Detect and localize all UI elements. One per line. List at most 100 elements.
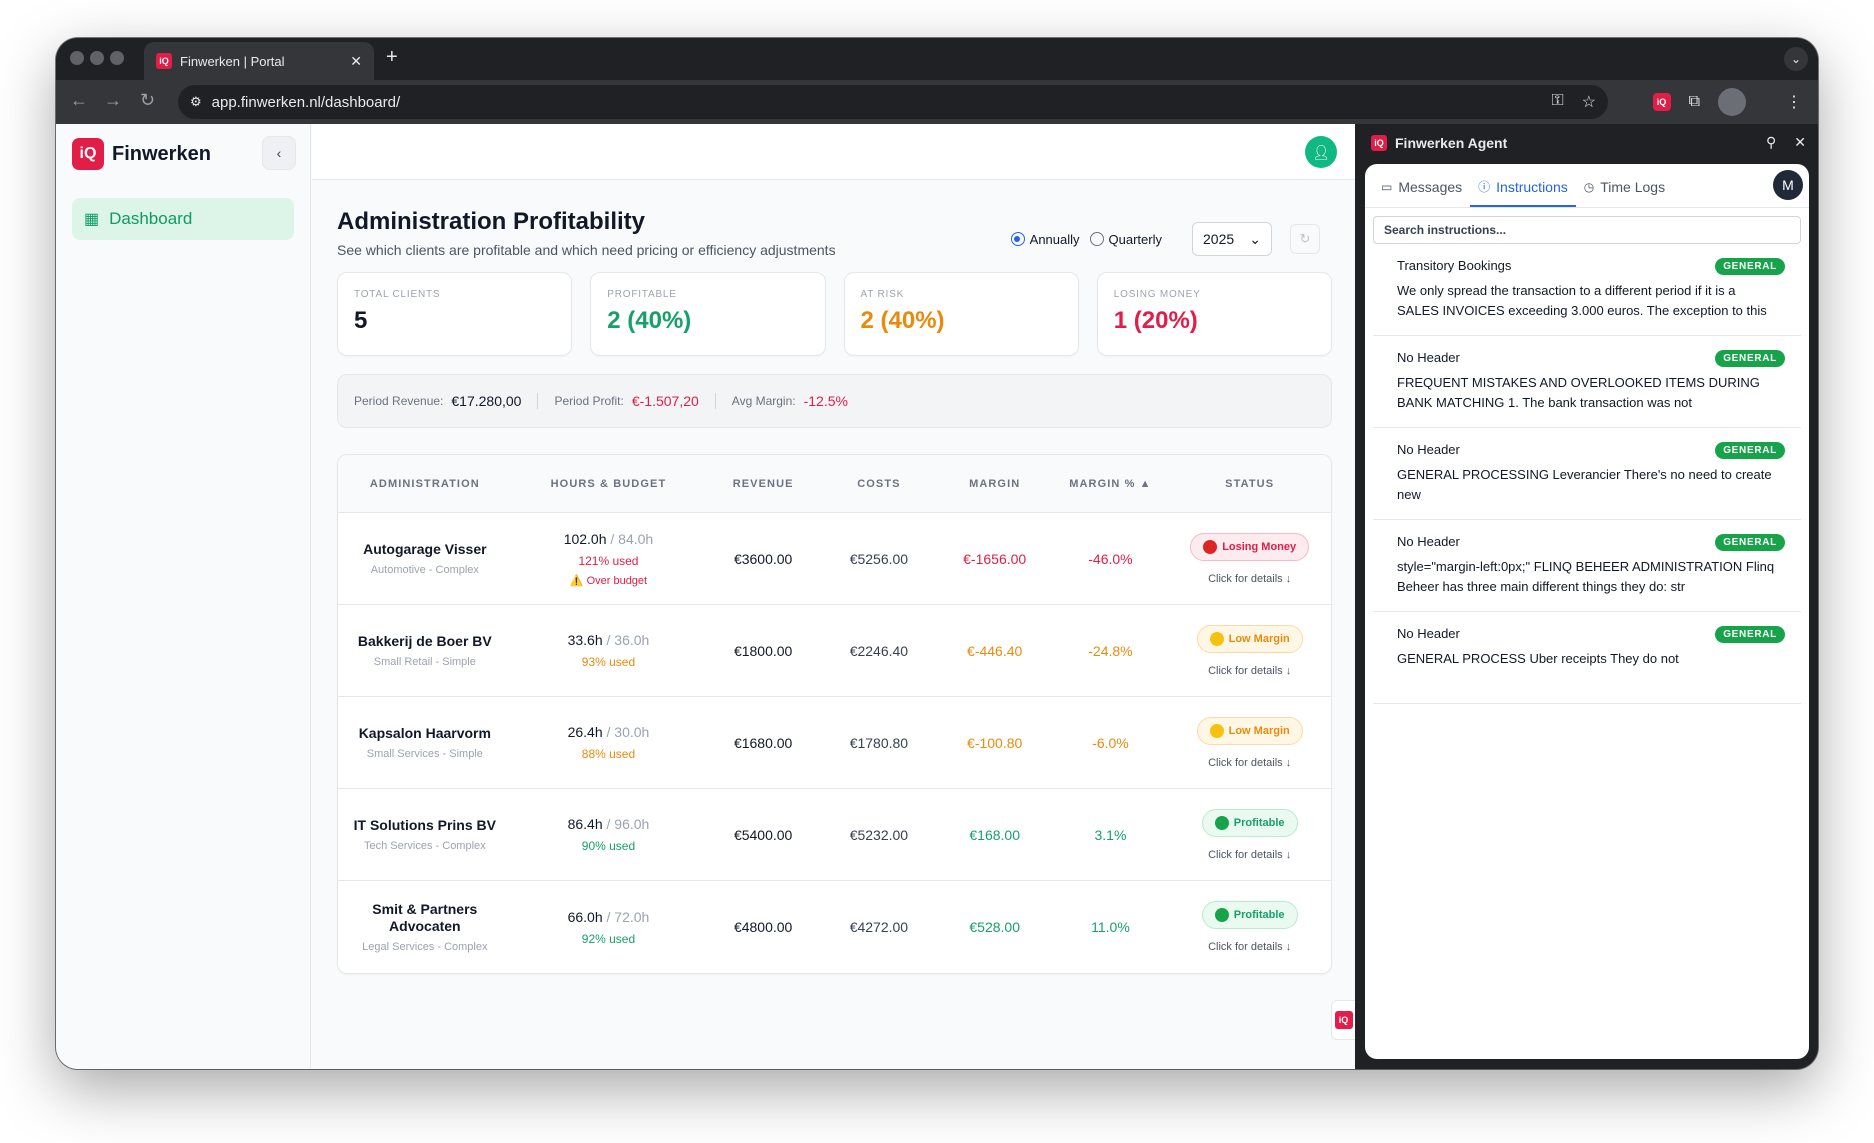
extensions-puzzle-icon[interactable]: ⧉ — [1688, 93, 1700, 110]
revenue-cell: €1800.00 — [733, 642, 793, 659]
user-avatar[interactable]: M — [1773, 170, 1803, 200]
tab-messages[interactable]: ▭ Messages — [1373, 179, 1470, 207]
status-badge[interactable]: Low Margin — [1196, 716, 1303, 745]
period-summary: Period Revenue: €17.280,00 Period Profit… — [337, 374, 1332, 428]
instruction-item[interactable]: No Header GENERAL GENERAL PROCESS Uber rec… — [1373, 612, 1801, 704]
key-icon[interactable]: ⚿ — [1551, 92, 1564, 109]
hours-value: 66.0h / 72.0h — [512, 909, 706, 925]
status-badge[interactable]: Profitable — [1201, 808, 1298, 837]
profile-avatar[interactable] — [1718, 88, 1746, 116]
refresh-button[interactable]: ↻ — [1290, 224, 1320, 254]
back-icon[interactable]: ← — [70, 90, 88, 110]
period-revenue: Period Revenue: €17.280,00 — [354, 393, 539, 409]
costs-cell: €2246.40 — [849, 642, 909, 659]
hours-spent: 33.6h — [567, 632, 603, 648]
administration-cell: IT Solutions Prins BV Tech Services - Com… — [338, 817, 512, 852]
unpin-icon[interactable]: ⚲ — [1766, 134, 1777, 150]
client-category: Small Retail - Simple — [373, 656, 476, 668]
budget-used: 88% used — [581, 747, 636, 761]
year-select[interactable]: 2025 ⌄ — [1192, 222, 1272, 256]
revenue-cell: €5400.00 — [733, 826, 793, 843]
close-tab-icon[interactable]: ✕ — [350, 52, 362, 69]
kpi-label: TOTAL CLIENTS — [354, 289, 441, 300]
minimize-window-button[interactable] — [90, 51, 104, 65]
top-bar: 👤︎ — [312, 124, 1355, 180]
status-badge[interactable]: Profitable — [1201, 901, 1298, 929]
table-row[interactable]: Bakkerij de Boer BV Small Retail - Simple… — [338, 605, 1331, 697]
search-input[interactable] — [1384, 223, 1790, 237]
agent-tabs: ▭ Messages ⓘ Instructions ◷ Time Logs M — [1365, 164, 1809, 208]
kpi-row: TOTAL CLIENTS 5 PROFITABLE 2 (40%) AT RISK 2 … — [337, 272, 1332, 356]
close-window-button[interactable] — [70, 51, 84, 65]
address-bar[interactable]: ⚙ app.finwerken.nl/dashboard/ ⚿ ☆ — [178, 85, 1608, 119]
radio-quarterly[interactable]: Quarterly — [1089, 232, 1162, 247]
finwerken-extension-icon[interactable]: iQ — [1652, 93, 1671, 111]
new-tab-icon[interactable]: + — [386, 46, 398, 68]
table-row[interactable]: Smit & Partners Advocaten Legal Services … — [338, 881, 1331, 973]
column-header[interactable]: MARGIN % ▲ — [1069, 477, 1152, 490]
administration-cell: Kapsalon Haarvorm Small Services - Simple — [338, 725, 512, 760]
search-instructions[interactable] — [1373, 216, 1801, 244]
sidebar-item-label: Dashboard — [109, 209, 193, 228]
profitability-table: ADMINISTRATION HOURS & BUDGET REVENUE COSTS… — [337, 454, 1332, 974]
tab-label: Messages — [1398, 179, 1463, 195]
details-link[interactable]: Click for details ↓ — [1208, 848, 1292, 861]
instruction-title: No Header — [1397, 626, 1460, 641]
browser-tab[interactable]: iQ Finwerken | Portal ✕ — [144, 42, 374, 80]
kpi-value: 2 (40%) — [607, 307, 692, 334]
tab-time-logs[interactable]: ◷ Time Logs — [1576, 179, 1673, 207]
instruction-item[interactable]: No Header GENERAL GENERAL PROCESSING Lever… — [1373, 428, 1801, 520]
chevron-left-icon: ‹ — [276, 145, 282, 161]
administration-cell: Autogarage Visser Automotive - Complex — [338, 541, 512, 576]
user-menu-button[interactable]: 👤︎ — [1305, 136, 1337, 168]
collapse-sidebar-button[interactable]: ‹ — [262, 136, 296, 170]
details-link[interactable]: Click for details ↓ — [1208, 664, 1292, 677]
status-dot-icon — [1214, 815, 1229, 830]
instruction-item[interactable]: Transitory Bookings GENERAL We only spread… — [1373, 244, 1801, 336]
instruction-text: GENERAL PROCESS Uber receipts They do no… — [1397, 651, 1679, 666]
reload-icon[interactable]: ↻ — [140, 90, 156, 110]
hours-cell: 26.4h / 30.0h 88% used — [512, 724, 706, 761]
margin-cell: €-100.80 — [967, 734, 1023, 751]
tab-search-icon[interactable]: ⌄ — [1784, 47, 1808, 71]
instruction-item[interactable]: No Header GENERAL FREQUENT MISTAKES AND OV… — [1373, 336, 1801, 428]
instruction-title: No Header — [1397, 442, 1460, 457]
status-cell: Losing Money Click for details ↓ — [1168, 532, 1331, 585]
maximize-window-button[interactable] — [110, 51, 124, 65]
margin-cell: €528.00 — [969, 919, 1020, 935]
info-icon: ⓘ — [1478, 180, 1491, 194]
tab-instructions[interactable]: ⓘ Instructions — [1470, 178, 1576, 207]
more-menu-icon[interactable]: ⋮ — [1786, 94, 1802, 111]
radio-annually[interactable]: Annually — [1010, 232, 1080, 247]
details-link[interactable]: Click for details ↓ — [1208, 572, 1292, 585]
margin-pct-cell: 11.0% — [1091, 919, 1130, 935]
status-cell: Low Margin Click for details ↓ — [1168, 624, 1331, 677]
sidebar-item-dashboard[interactable]: ▦ Dashboard — [72, 198, 294, 240]
bookmark-star-icon[interactable]: ☆ — [1581, 94, 1596, 111]
status-badge[interactable]: Losing Money — [1190, 532, 1310, 561]
hours-budget: / 96.0h — [606, 816, 650, 832]
details-link[interactable]: Click for details ↓ — [1208, 756, 1292, 769]
close-icon[interactable]: ✕ — [1794, 134, 1806, 150]
site-info-icon[interactable]: ⚙ — [190, 94, 202, 109]
over-budget-warning: ⚠️ Over budget — [569, 574, 648, 587]
agent-launcher-button[interactable]: iQ — [1331, 1000, 1355, 1040]
brand[interactable]: iQ Finwerken — [72, 138, 211, 170]
instruction-item[interactable]: No Header GENERAL style="margin-left:0px;"… — [1373, 520, 1801, 612]
client-name: Bakkerij de Boer BV — [357, 633, 492, 649]
column-header: ADMINISTRATION — [369, 477, 480, 490]
table-row[interactable]: IT Solutions Prins BV Tech Services - Com… — [338, 789, 1331, 881]
budget-used: 90% used — [581, 839, 636, 853]
kpi-value: 2 (40%) — [860, 307, 945, 334]
forward-icon[interactable]: → — [104, 90, 122, 110]
refresh-icon: ↻ — [1299, 231, 1311, 246]
details-link[interactable]: Click for details ↓ — [1208, 941, 1292, 953]
instruction-text: GENERAL PROCESSING Leverancier There's n… — [1397, 467, 1772, 502]
status-badge[interactable]: Low Margin — [1196, 624, 1303, 653]
hours-cell: 66.0h / 72.0h 92% used — [512, 909, 706, 946]
table-row[interactable]: Kapsalon Haarvorm Small Services - Simple… — [338, 697, 1331, 789]
table-row[interactable]: Autogarage Visser Automotive - Complex 102… — [338, 513, 1331, 605]
instruction-badge: GENERAL — [1715, 626, 1785, 643]
instruction-text: FREQUENT MISTAKES AND OVERLOOKED ITEMS D… — [1397, 375, 1760, 410]
administration-cell: Bakkerij de Boer BV Small Retail - Simple — [338, 633, 512, 668]
